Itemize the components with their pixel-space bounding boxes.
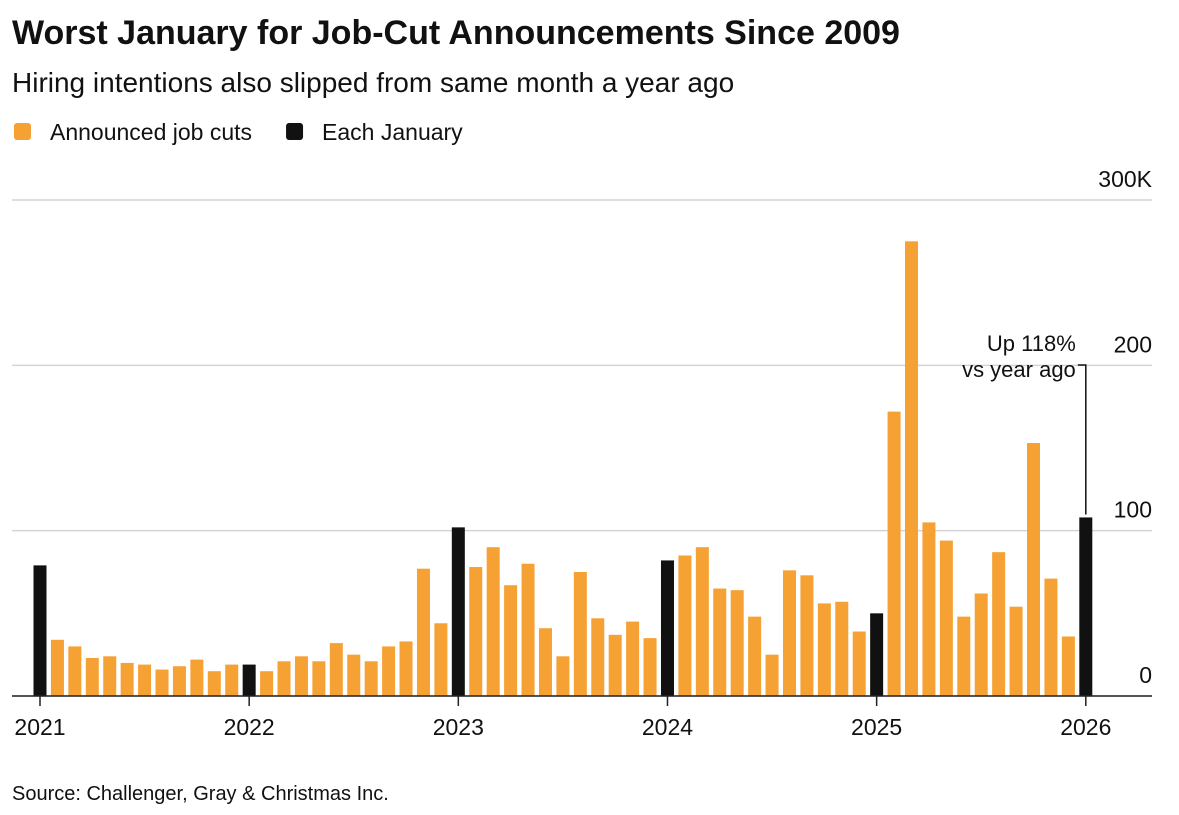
bar xyxy=(451,527,465,696)
bar xyxy=(347,654,361,696)
bar xyxy=(852,631,866,696)
bar xyxy=(887,411,901,696)
bar xyxy=(660,560,674,696)
bar xyxy=(835,601,849,696)
bar xyxy=(608,634,622,696)
bar xyxy=(382,646,396,696)
bar xyxy=(538,628,552,696)
bar xyxy=(329,643,343,696)
bar xyxy=(782,570,796,696)
y-tick-label: 200 xyxy=(1114,331,1152,357)
bar xyxy=(120,662,134,696)
bar xyxy=(225,664,239,696)
bar xyxy=(1079,517,1093,696)
bar xyxy=(730,590,744,696)
bar xyxy=(33,565,47,696)
bar xyxy=(312,661,326,696)
bar xyxy=(591,618,605,696)
bar xyxy=(68,646,82,696)
bar xyxy=(207,671,221,696)
bar xyxy=(1061,636,1075,696)
bar xyxy=(260,671,274,696)
chart-title: Worst January for Job-Cut Announcements … xyxy=(12,14,900,52)
callout-line xyxy=(1077,364,1087,515)
bar xyxy=(103,656,117,696)
bar xyxy=(870,613,884,696)
x-tick-label: 2022 xyxy=(224,714,275,740)
bar xyxy=(678,555,692,696)
x-tick-label: 2025 xyxy=(851,714,902,740)
bar xyxy=(416,568,430,696)
bar xyxy=(277,661,291,696)
bar xyxy=(1009,606,1023,696)
source: Source: Challenger, Gray & Christmas Inc… xyxy=(12,783,389,805)
bar xyxy=(521,563,535,696)
bar xyxy=(695,547,709,696)
bar xyxy=(138,664,152,696)
bar xyxy=(905,241,918,697)
bar xyxy=(713,588,727,696)
bar xyxy=(504,585,518,696)
bar xyxy=(85,657,99,696)
bar xyxy=(486,547,500,696)
bar xyxy=(626,621,640,696)
bar xyxy=(1044,578,1058,696)
bar xyxy=(573,572,587,696)
y-tick-label: 0 xyxy=(1139,662,1152,688)
bar xyxy=(469,567,483,696)
legend-label: Announced job cuts xyxy=(50,119,252,145)
bar xyxy=(957,616,971,696)
x-tick-label: 2021 xyxy=(14,714,65,740)
x-tick-label: 2023 xyxy=(433,714,484,740)
bar xyxy=(800,575,814,696)
x-tick-label: 2024 xyxy=(642,714,693,740)
bar xyxy=(434,623,448,696)
legend-swatch xyxy=(286,123,304,140)
bar xyxy=(364,661,378,696)
chart-subtitle: Hiring intentions also slipped from same… xyxy=(12,67,734,98)
bar xyxy=(643,638,657,696)
bar xyxy=(748,616,762,696)
bar xyxy=(242,664,256,696)
bar xyxy=(765,654,779,696)
bar xyxy=(294,656,308,696)
bar xyxy=(922,522,936,696)
bar xyxy=(974,593,988,696)
y-tick-label: 300K xyxy=(1098,166,1152,192)
x-tick-label: 2026 xyxy=(1060,714,1111,740)
legend-label: Each January xyxy=(322,119,463,145)
bar xyxy=(172,666,186,696)
bar xyxy=(939,540,953,696)
legend-swatch xyxy=(14,123,31,140)
bar xyxy=(190,659,204,696)
bar xyxy=(399,641,413,696)
annotation: vs year ago xyxy=(962,357,1076,382)
bar xyxy=(155,669,169,696)
bar xyxy=(817,603,831,696)
annotation: Up 118% xyxy=(987,331,1076,356)
bar xyxy=(1027,443,1041,696)
y-tick-label: 100 xyxy=(1114,497,1152,523)
bar xyxy=(50,639,64,696)
bar xyxy=(556,656,570,696)
bar xyxy=(992,552,1006,696)
